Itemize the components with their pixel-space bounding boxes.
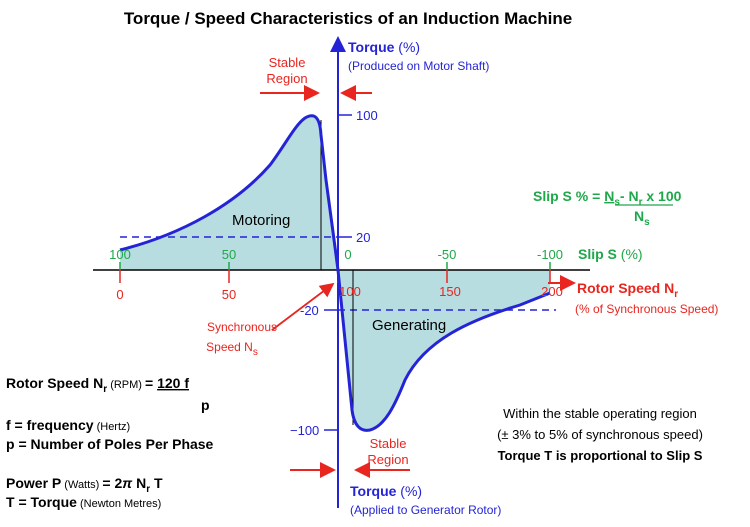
sync-speed-label-1: Synchronous <box>207 320 277 334</box>
stable-region-bottom-label-2: Region <box>367 452 408 467</box>
torque-top-sublabel: (Produced on Motor Shaft) <box>348 59 489 73</box>
slip-tick-label-0: 0 <box>344 247 351 262</box>
note-line-3: Torque T is proportional to Slip S <box>498 448 703 463</box>
stable-region-bottom-label-1: Stable <box>370 436 407 451</box>
diagram-title: Torque / Speed Characteristics of an Ind… <box>124 9 572 28</box>
torque-tick-label-100: 100 <box>356 108 378 123</box>
torque-top-label: Torque (%) <box>348 39 420 55</box>
torque-tick-label-m100: −100 <box>290 423 319 438</box>
power-formula: Power P (Watts) = 2π Nr T <box>6 475 163 495</box>
speed-axis-note: (% of Synchronous Speed) <box>575 302 718 316</box>
motoring-region <box>120 115 338 270</box>
motoring-label: Motoring <box>232 212 290 229</box>
slip-tick-label-m50: -50 <box>438 247 457 262</box>
torque-tick-label-m20: -20 <box>300 303 319 318</box>
stable-region-top-label-2: Region <box>266 71 307 86</box>
slip-tick-label-100: 100 <box>109 247 131 262</box>
speed-tick-label-150: 150 <box>439 284 461 299</box>
slip-formula-numerator: Slip S % = Ns- Nr x 100 <box>533 188 682 208</box>
sync-speed-arrow <box>271 282 335 331</box>
rotor-speed-formula: Rotor Speed Nr (RPM) = 120 f <box>6 375 189 395</box>
slip-formula: Slip S % = Ns- Nr x 100 Ns <box>533 188 682 228</box>
note-line-2: (± 3% to 5% of synchronous speed) <box>497 427 703 442</box>
poles-formula: p = Number of Poles Per Phase <box>6 436 214 452</box>
torque-speed-curve <box>119 114 551 432</box>
rotor-speed-denominator: p <box>201 397 210 413</box>
speed-tick-label-50: 50 <box>222 287 236 302</box>
torque-tick-label-20: 20 <box>356 230 370 245</box>
speed-axis-label: Rotor Speed Nr <box>577 280 678 300</box>
sync-speed-label-2: Speed Ns <box>206 340 258 358</box>
slip-tick-label-m100: -100 <box>537 247 563 262</box>
frequency-formula: f = frequency (Hertz) <box>6 417 130 433</box>
slip-tick-label-50: 50 <box>222 247 236 262</box>
torque-bottom-label: Torque (%) <box>350 483 422 499</box>
torque-bottom-sublabel: (Applied to Generator Rotor) <box>350 503 501 517</box>
generating-label: Generating <box>372 317 446 334</box>
speed-tick-label-100: 100 <box>339 284 361 299</box>
note-line-1: Within the stable operating region <box>503 406 697 421</box>
machine-formulas: Rotor Speed Nr (RPM) = 120 f p f = frequ… <box>6 375 214 510</box>
torque-formula: T = Torque (Newton Metres) <box>6 494 161 510</box>
speed-tick-label-0: 0 <box>116 287 123 302</box>
slip-axis-label: Slip S (%) <box>578 246 643 262</box>
stable-region-top-label-1: Stable <box>269 55 306 70</box>
speed-tick-label-200: 200 <box>541 284 563 299</box>
slip-formula-denominator: Ns <box>634 208 650 228</box>
